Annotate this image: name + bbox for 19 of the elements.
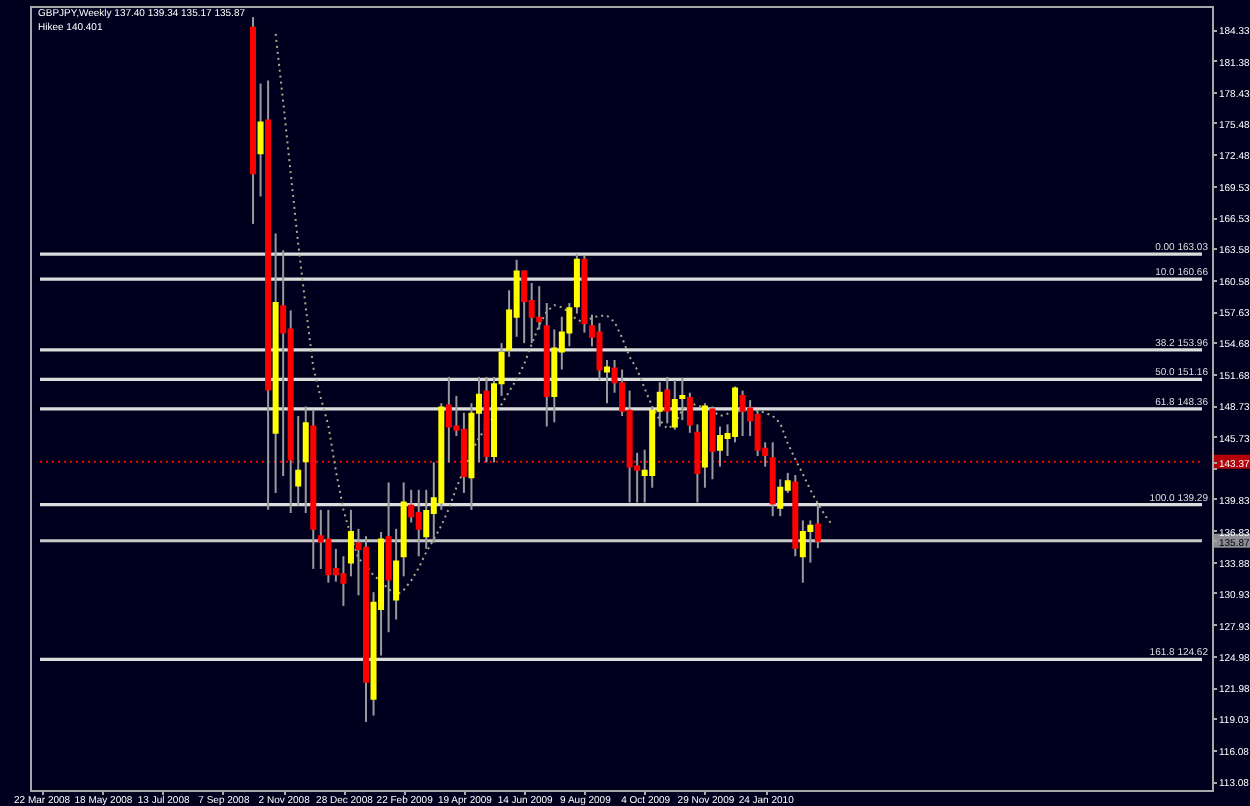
candlestick: [385, 481, 392, 634]
candlestick: [596, 322, 603, 382]
candlestick: [679, 376, 686, 422]
candlestick: [257, 82, 264, 198]
candlestick: [521, 269, 528, 345]
candlestick: [423, 488, 430, 550]
candlestick: [573, 253, 580, 315]
candlestick: [408, 488, 415, 524]
candlestick: [716, 425, 723, 468]
candlestick: [814, 503, 821, 550]
candlestick: [671, 379, 678, 431]
candlestick: [604, 359, 611, 405]
candlestick: [340, 555, 347, 607]
candlestick: [664, 375, 671, 425]
candlestick: [325, 508, 332, 584]
candlestick: [551, 328, 558, 424]
candlestick: [739, 389, 746, 437]
candlestick: [799, 519, 806, 584]
candlestick: [415, 488, 422, 558]
